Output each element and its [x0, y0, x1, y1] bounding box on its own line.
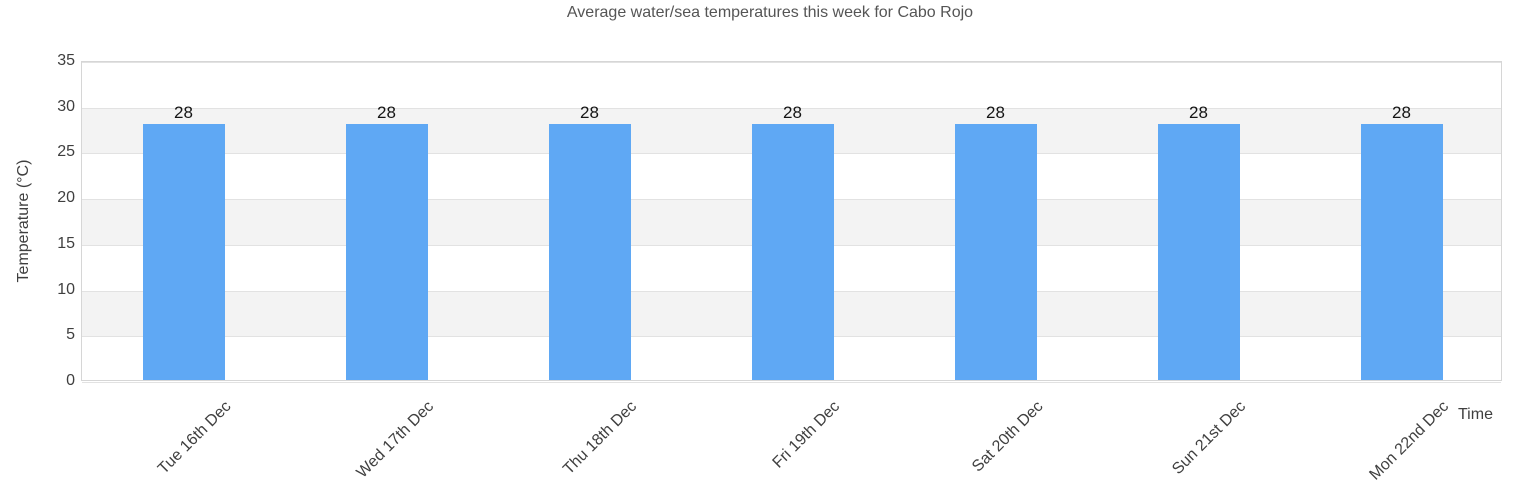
- y-tick-label: 35: [57, 52, 75, 69]
- bar-value-label: 28: [377, 103, 396, 122]
- x-tick-label-text: Tue 16th Dec: [154, 398, 235, 478]
- y-tick-label: 30: [57, 97, 75, 115]
- plot-area: 28 28 28 28 28 28 28: [81, 61, 1502, 383]
- temperature-bar: [954, 124, 1037, 380]
- temperature-bar: [1360, 124, 1443, 380]
- x-axis-title: Time: [1458, 406, 1493, 423]
- x-tick-label-text: Sun 21st Dec: [1169, 398, 1250, 478]
- y-tick-label: 20: [57, 189, 75, 207]
- x-tick-label-text: Thu 18th Dec: [560, 398, 641, 478]
- y-tick-label: 15: [57, 234, 75, 252]
- temperature-bar: [345, 124, 428, 380]
- y-tick-label: 5: [66, 326, 75, 344]
- x-tick-label-text: Mon 22nd Dec: [1366, 398, 1453, 484]
- x-tick-label-text: Wed 17th Dec: [354, 398, 438, 482]
- y-tick-label: 0: [66, 372, 75, 389]
- temperature-bar: [1157, 124, 1240, 380]
- temperature-bar: [548, 124, 631, 380]
- x-tick-label-text: Fri 19th Dec: [769, 398, 844, 472]
- x-tick-label-text: Sat 20th Dec: [969, 398, 1047, 476]
- bar-value-label: 28: [174, 103, 193, 122]
- bar-value-label: 28: [1392, 103, 1411, 122]
- chart-title: Average water/sea temperatures this week…: [566, 4, 974, 21]
- bar-value-label: 28: [783, 103, 802, 122]
- bar-value-label: 28: [1189, 103, 1208, 122]
- gridline: [82, 62, 1501, 63]
- temperature-bar: [751, 124, 834, 380]
- gridline: [82, 382, 1501, 383]
- gridline: [82, 108, 1501, 109]
- bar-value-label: 28: [986, 103, 1005, 122]
- y-tick-label: 25: [57, 143, 75, 161]
- temperature-bar: [142, 124, 225, 380]
- y-tick-label: 10: [57, 280, 75, 298]
- y-axis-title: Temperature (°C): [15, 159, 32, 283]
- bar-value-label: 28: [580, 103, 599, 122]
